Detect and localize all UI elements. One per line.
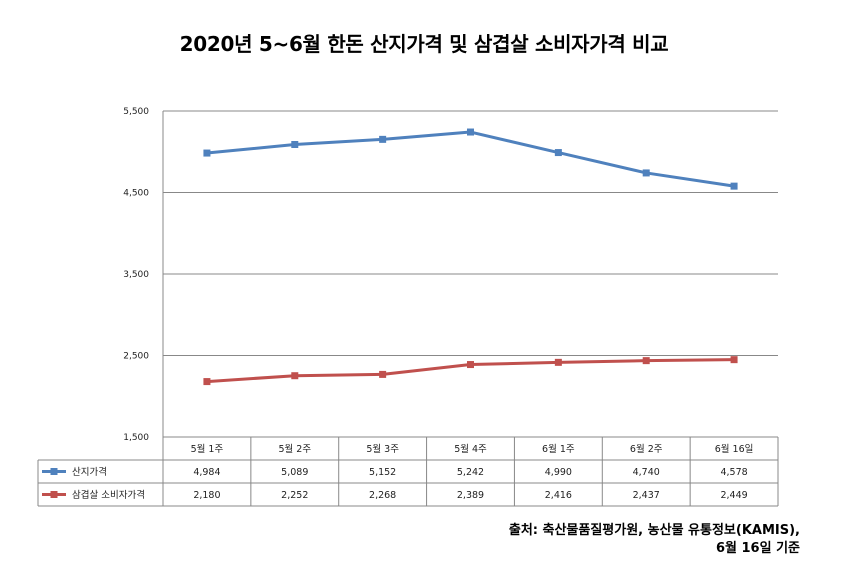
data-label: 2,416 xyxy=(545,490,572,501)
data-point xyxy=(467,361,474,369)
y-tick-label: 2,500 xyxy=(123,352,149,362)
data-label: 2,268 xyxy=(369,490,396,501)
x-category-label: 6월 16일 xyxy=(715,443,754,455)
data-label: 4,984 xyxy=(193,467,220,478)
y-tick-label: 5,500 xyxy=(123,107,149,117)
series-layer xyxy=(203,128,738,386)
data-point xyxy=(379,370,387,378)
chart-title: 2020년 5~6월 한돈 산지가격 및 삼겹살 소비자가격 비교 xyxy=(179,32,669,56)
data-label: 4,990 xyxy=(545,467,572,478)
legend-marker xyxy=(50,468,58,475)
y-axis: 5,500 4,500 3,500 2,500 1,500 xyxy=(123,107,164,443)
data-label: 4,740 xyxy=(633,467,660,478)
legend-entry: 삼겹살 소비자가격 xyxy=(72,489,145,501)
x-category-label: 5월 3주 xyxy=(366,443,399,455)
legend-entry: 산지가격 xyxy=(72,466,107,478)
source-line-2: 6월 16일 기준 xyxy=(715,541,800,556)
data-point xyxy=(203,149,211,157)
data-label: 5,089 xyxy=(281,467,308,478)
data-point xyxy=(467,128,474,136)
y-tick-label: 1,500 xyxy=(123,433,149,443)
x-category-label: 6월 1주 xyxy=(542,443,575,455)
series-line-1 xyxy=(206,130,735,188)
gridlines xyxy=(163,110,778,356)
data-label: 4,578 xyxy=(720,467,747,478)
data-label: 2,437 xyxy=(633,490,660,501)
data-point xyxy=(554,358,562,366)
data-point xyxy=(642,169,650,177)
source-note: 출처: 축산물품질평가원, 농산물 유통정보(KAMIS), 6월 16일 기준 xyxy=(509,522,800,558)
x-category-label: 5월 4주 xyxy=(454,443,487,455)
source-line-1: 출처: 축산물품질평가원, 농산물 유통정보(KAMIS), xyxy=(508,523,800,538)
data-point xyxy=(554,149,562,157)
x-category-label: 5월 1주 xyxy=(191,443,224,455)
legend-marker xyxy=(50,491,58,498)
data-table: 5월 1주 5월 2주 5월 3주 5월 4주 6월 1주 6월 2주 6월 16일산지가격… xyxy=(37,436,779,507)
x-category-label: 5월 2주 xyxy=(278,443,311,455)
data-label: 5,242 xyxy=(457,467,484,478)
data-point xyxy=(291,372,299,380)
data-label: 5,152 xyxy=(369,467,396,478)
data-label: 2,389 xyxy=(457,490,484,501)
data-point xyxy=(642,357,650,365)
data-point xyxy=(730,356,738,364)
y-tick-label: 3,500 xyxy=(123,270,149,280)
data-point xyxy=(203,378,211,386)
data-label: 2,180 xyxy=(193,490,220,501)
data-label: 2,252 xyxy=(281,490,308,501)
data-label: 2,449 xyxy=(720,490,747,501)
data-point xyxy=(379,135,387,143)
y-tick-label: 4,500 xyxy=(123,189,149,199)
data-point xyxy=(291,140,299,148)
x-category-label: 6월 2주 xyxy=(630,443,663,455)
data-point xyxy=(730,182,738,190)
